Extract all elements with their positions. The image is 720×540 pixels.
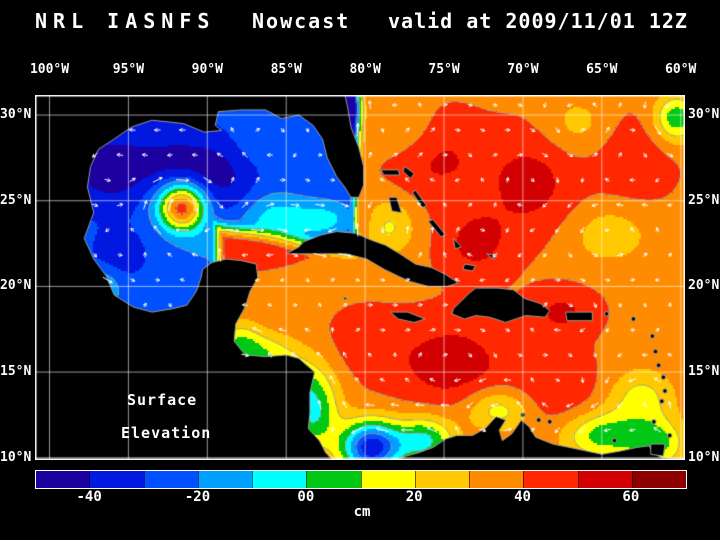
lon-tick-label: 80°W bbox=[349, 62, 381, 77]
lon-tick-label: 85°W bbox=[270, 62, 302, 77]
colorbar-segment bbox=[360, 471, 415, 488]
lat-tick-label: 30°N bbox=[0, 107, 32, 123]
lon-tick-label: 100°W bbox=[29, 62, 70, 77]
colorbar-segment bbox=[143, 471, 198, 488]
colorbar-segment bbox=[523, 471, 578, 488]
colorbar-segment bbox=[414, 471, 469, 488]
colorbar bbox=[35, 470, 687, 489]
map-canvas bbox=[35, 95, 685, 460]
lon-tick-label: 95°W bbox=[112, 62, 145, 77]
colorbar-segment bbox=[577, 471, 632, 488]
colorbar-tick-label: -20 bbox=[184, 489, 211, 505]
lon-tick-label: 90°W bbox=[191, 62, 223, 77]
colorbar-segment bbox=[631, 471, 686, 488]
model-name: NRL IASNFS bbox=[35, 9, 216, 33]
lat-tick-label: 15°N bbox=[688, 364, 720, 380]
lat-tick-label: 10°N bbox=[688, 449, 720, 465]
lat-tick-label: 30°N bbox=[688, 107, 720, 123]
colorbar-segment bbox=[36, 471, 90, 488]
colorbar-tick-label: 20 bbox=[405, 489, 423, 505]
colorbar-tick-label: 00 bbox=[297, 489, 315, 505]
field-label-line1: Surface bbox=[127, 391, 198, 409]
product-name: Nowcast bbox=[252, 9, 351, 33]
lat-tick-label: 25°N bbox=[0, 192, 32, 208]
colorbar-segment bbox=[469, 471, 524, 488]
lon-tick-label: 70°W bbox=[507, 62, 539, 77]
lat-tick-label: 10°N bbox=[0, 449, 32, 465]
colorbar-tick-label: -40 bbox=[76, 489, 102, 505]
colorbar-tick-label: 60 bbox=[622, 489, 640, 505]
valid-time: valid at 2009/11/01 12Z bbox=[388, 9, 688, 33]
lon-tick-label: 75°W bbox=[428, 62, 460, 77]
lat-tick-label: 15°N bbox=[0, 364, 32, 380]
colorbar-segment bbox=[89, 471, 144, 488]
colorbar-segment bbox=[306, 471, 361, 488]
colorbar-segment bbox=[252, 471, 307, 488]
lat-tick-label: 25°N bbox=[688, 192, 720, 208]
lat-tick-label: 20°N bbox=[688, 278, 720, 294]
lon-tick-label: 65°W bbox=[586, 62, 618, 77]
lon-tick-label: 60°W bbox=[665, 62, 697, 77]
colorbar-unit-label: cm bbox=[353, 504, 371, 520]
lat-tick-label: 20°N bbox=[0, 278, 32, 294]
colorbar-tick-label: 40 bbox=[514, 489, 531, 505]
colorbar-segment bbox=[197, 471, 252, 488]
field-label-line2: Elevation bbox=[121, 424, 212, 442]
